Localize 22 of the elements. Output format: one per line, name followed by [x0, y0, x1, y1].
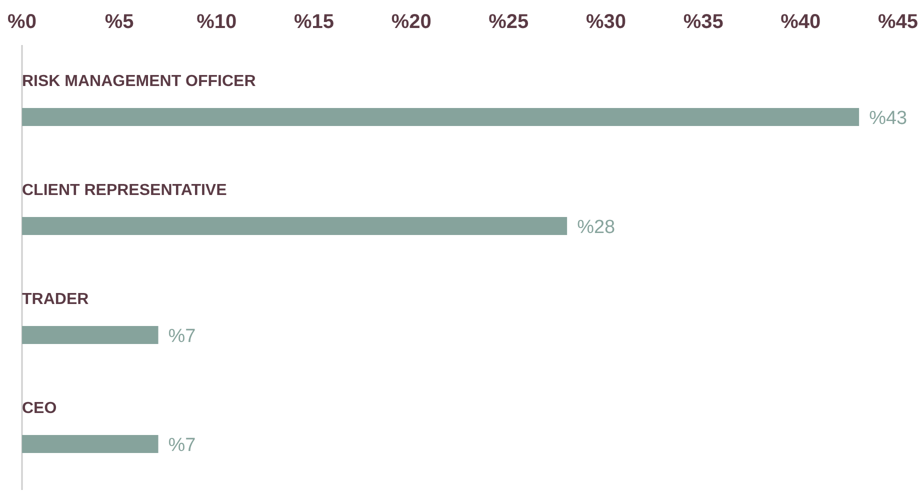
x-tick-label: %5	[104, 11, 134, 33]
y-tick-label: TRADER	[22, 291, 90, 308]
bar	[22, 217, 568, 235]
bar	[22, 326, 158, 344]
x-tick-label: %30	[586, 11, 626, 33]
x-tick-label: %35	[683, 11, 724, 33]
y-tick-label: CLIENT REPRESENTATIVE	[22, 182, 228, 199]
x-tick-label: %10	[196, 11, 237, 33]
x-tick-label: %25	[488, 11, 529, 33]
x-tick-label: %40	[780, 11, 821, 33]
data-label: %7	[168, 326, 196, 347]
data-label: %7	[168, 435, 196, 456]
bar	[22, 435, 158, 453]
x-tick-label: %15	[294, 11, 334, 33]
data-label: %43	[869, 108, 908, 129]
y-tick-label: CEO	[22, 400, 57, 417]
bar	[22, 108, 860, 126]
x-tick-label: %20	[391, 11, 432, 33]
x-tick-label: %0	[8, 11, 36, 33]
y-tick-label: RISK MANAGEMENT OFFICER	[22, 73, 256, 90]
x-tick-label: %45	[878, 11, 918, 33]
data-label: %28	[577, 217, 616, 238]
